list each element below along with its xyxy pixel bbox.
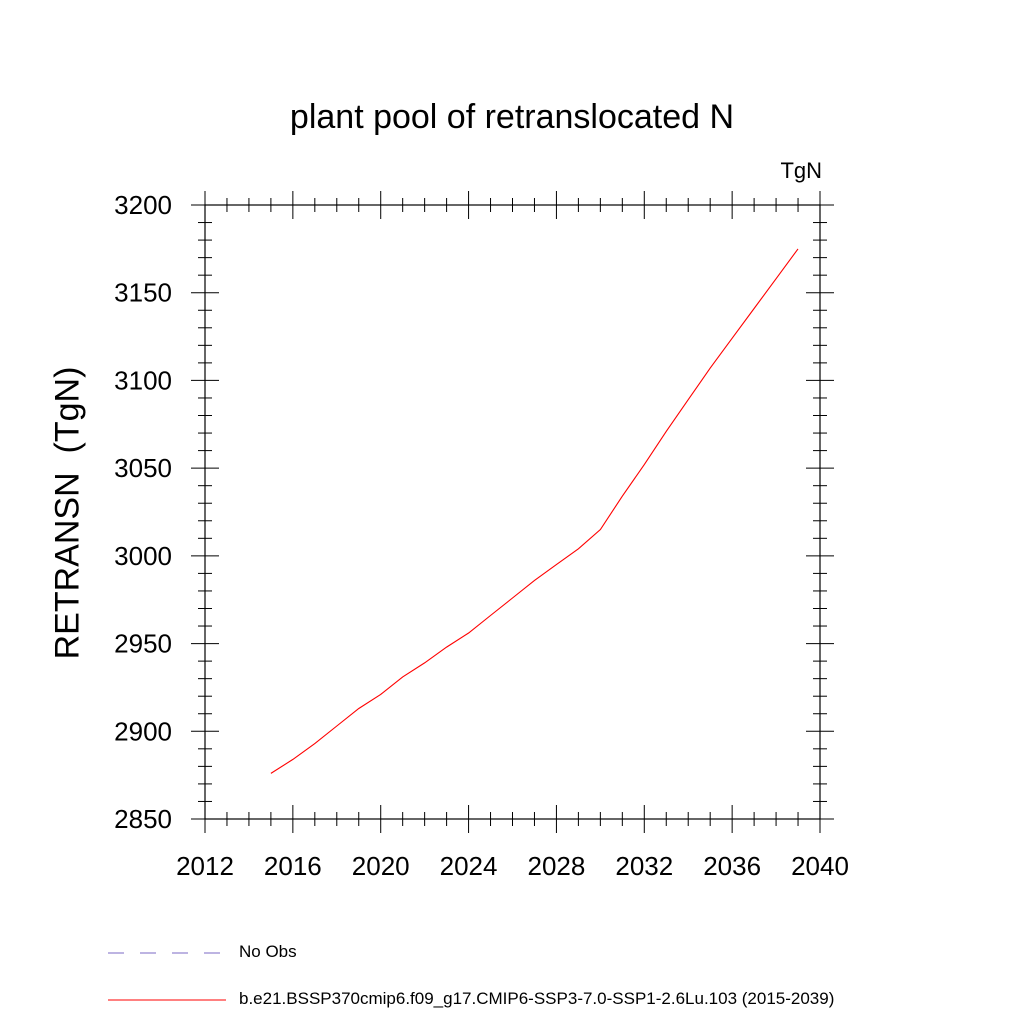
x-tick-label: 2024 (440, 851, 498, 881)
y-tick-label: 3050 (114, 453, 172, 483)
x-tick-label: 2016 (264, 851, 322, 881)
legend-label-no-obs: No Obs (239, 942, 297, 961)
y-tick-label: 3000 (114, 541, 172, 571)
y-tick-label: 2900 (114, 716, 172, 746)
x-tick-label: 2028 (528, 851, 586, 881)
x-tick-label: 2020 (352, 851, 410, 881)
x-tick-label: 2032 (615, 851, 673, 881)
y-tick-label: 2850 (114, 804, 172, 834)
x-tick-label: 2040 (791, 851, 849, 881)
chart-title: plant pool of retranslocated N (289, 98, 735, 136)
x-tick-label: 2012 (176, 851, 234, 881)
y-tick-label: 2950 (114, 629, 172, 659)
legend-label-model-run: b.e21.BSSP370cmip6.f09_g17.CMIP6-SSP3-7.… (239, 989, 835, 1008)
y-tick-label: 3200 (114, 190, 172, 220)
x-tick-label: 2036 (703, 851, 761, 881)
y-tick-label: 3150 (114, 278, 172, 308)
data-series-line-1 (270, 248, 799, 774)
units-label: TgN (780, 158, 822, 183)
y-tick-label: 3100 (114, 365, 172, 395)
plot-frame (204, 204, 821, 820)
